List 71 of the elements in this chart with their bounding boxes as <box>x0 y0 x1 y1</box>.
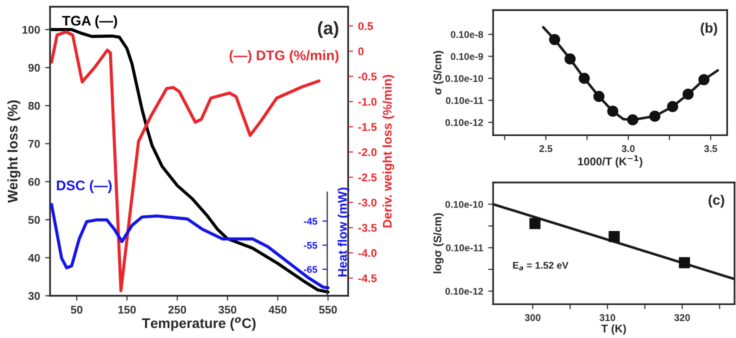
point <box>649 110 660 122</box>
y-tick-label: 50 <box>28 216 40 224</box>
y-axis-title: Weight loss (%) <box>7 100 20 203</box>
line-series <box>50 202 330 290</box>
point <box>549 34 560 46</box>
x-tick-label: 350 <box>218 306 236 314</box>
x-tick-label: 450 <box>268 306 287 314</box>
y2-tick-label: -3.5 <box>358 224 377 232</box>
y-tick-label: 40 <box>28 254 40 262</box>
y3-tick-label: -45 <box>304 218 318 225</box>
x-tick-label: 300 <box>524 314 540 322</box>
y-axis-title: σ (S/cm) <box>433 50 444 95</box>
x-tick-label: 550 <box>319 306 337 314</box>
y2-axis-title: Deriv. weight loss (%/min) <box>382 74 394 228</box>
series-label: DSC (—) <box>56 180 112 194</box>
y2-tick-label: -2.5 <box>358 173 377 182</box>
x-tick-label: 50 <box>70 306 82 314</box>
annotation: (a) <box>318 21 338 38</box>
y3-tick-label: -55 <box>304 242 318 249</box>
y-tick-label: 90 <box>28 64 40 72</box>
y-tick-label: 30 <box>28 292 40 300</box>
y2-tick-label: -4.0 <box>358 249 377 258</box>
y-tick-label: 100 <box>22 26 40 34</box>
point <box>698 74 710 86</box>
y3-tick-label: -65 <box>304 266 318 273</box>
y-tick-label: 0.10e-12 <box>445 119 484 126</box>
y-tick-label: 0.10e-9 <box>450 53 484 60</box>
y-tick-label: 0.10e-10 <box>445 75 484 82</box>
y-tick-label: 70 <box>28 140 40 148</box>
x-tick-label: 3.5 <box>704 145 718 152</box>
series-label: (—) DTG (%/min) <box>230 50 339 64</box>
y2-tick-label: -1.0 <box>358 98 377 106</box>
point <box>678 257 690 268</box>
x-tick-label: 310 <box>600 314 616 322</box>
y2-tick-label: -0.5 <box>358 72 377 80</box>
y-tick-label: 0.10e-12 <box>445 288 484 295</box>
y2-tick-label: 0.5 <box>358 22 373 30</box>
x-tick-label: 2.5 <box>539 145 552 152</box>
point <box>607 106 618 117</box>
x-axis-title: T (K) <box>601 324 626 335</box>
y-tick-label: 60 <box>28 178 40 186</box>
y2-tick-label: 0 <box>358 47 364 56</box>
x-tick-label: 250 <box>168 306 186 314</box>
series-label: TGA (—) <box>62 15 118 28</box>
x-tick-label: 320 <box>674 314 690 322</box>
y-tick-label: 0.10e-11 <box>446 244 484 252</box>
point <box>564 53 576 65</box>
y3-axis-title: Heat flow (mW) <box>338 188 350 276</box>
y-tick-label: 0.10e-8 <box>450 31 484 38</box>
y-tick-label: 0.10e-11 <box>446 97 484 104</box>
annotation: (c) <box>708 194 724 208</box>
point <box>608 231 620 242</box>
y2-tick-label: -4.5 <box>358 274 377 282</box>
y-axis-title: logσ (S/cm) <box>433 213 444 274</box>
y2-tick-label: -1.5 <box>358 123 377 131</box>
y-tick-label: 80 <box>28 102 40 110</box>
y2-tick-label: -3.0 <box>358 198 377 207</box>
annotation: (b) <box>700 22 718 36</box>
point <box>578 72 590 84</box>
point <box>627 114 638 126</box>
point <box>667 101 678 112</box>
y2-tick-label: -2.0 <box>358 148 377 156</box>
point <box>682 88 694 100</box>
point <box>529 218 541 230</box>
x-axis-title: 1000/T (K$^{−1}$) <box>578 155 642 168</box>
x-tick-label: 3.0 <box>622 145 635 152</box>
y-tick-label: 0.10e-10 <box>445 200 484 208</box>
x-tick-label: 150 <box>118 306 136 314</box>
point <box>593 90 604 102</box>
x-axis-title: Temperature ($^{o}$C) <box>142 317 256 331</box>
annotation: E$_{a}$ = 1.52 eV <box>513 262 568 270</box>
